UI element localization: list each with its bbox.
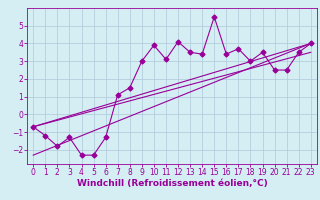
X-axis label: Windchill (Refroidissement éolien,°C): Windchill (Refroidissement éolien,°C) bbox=[76, 179, 268, 188]
